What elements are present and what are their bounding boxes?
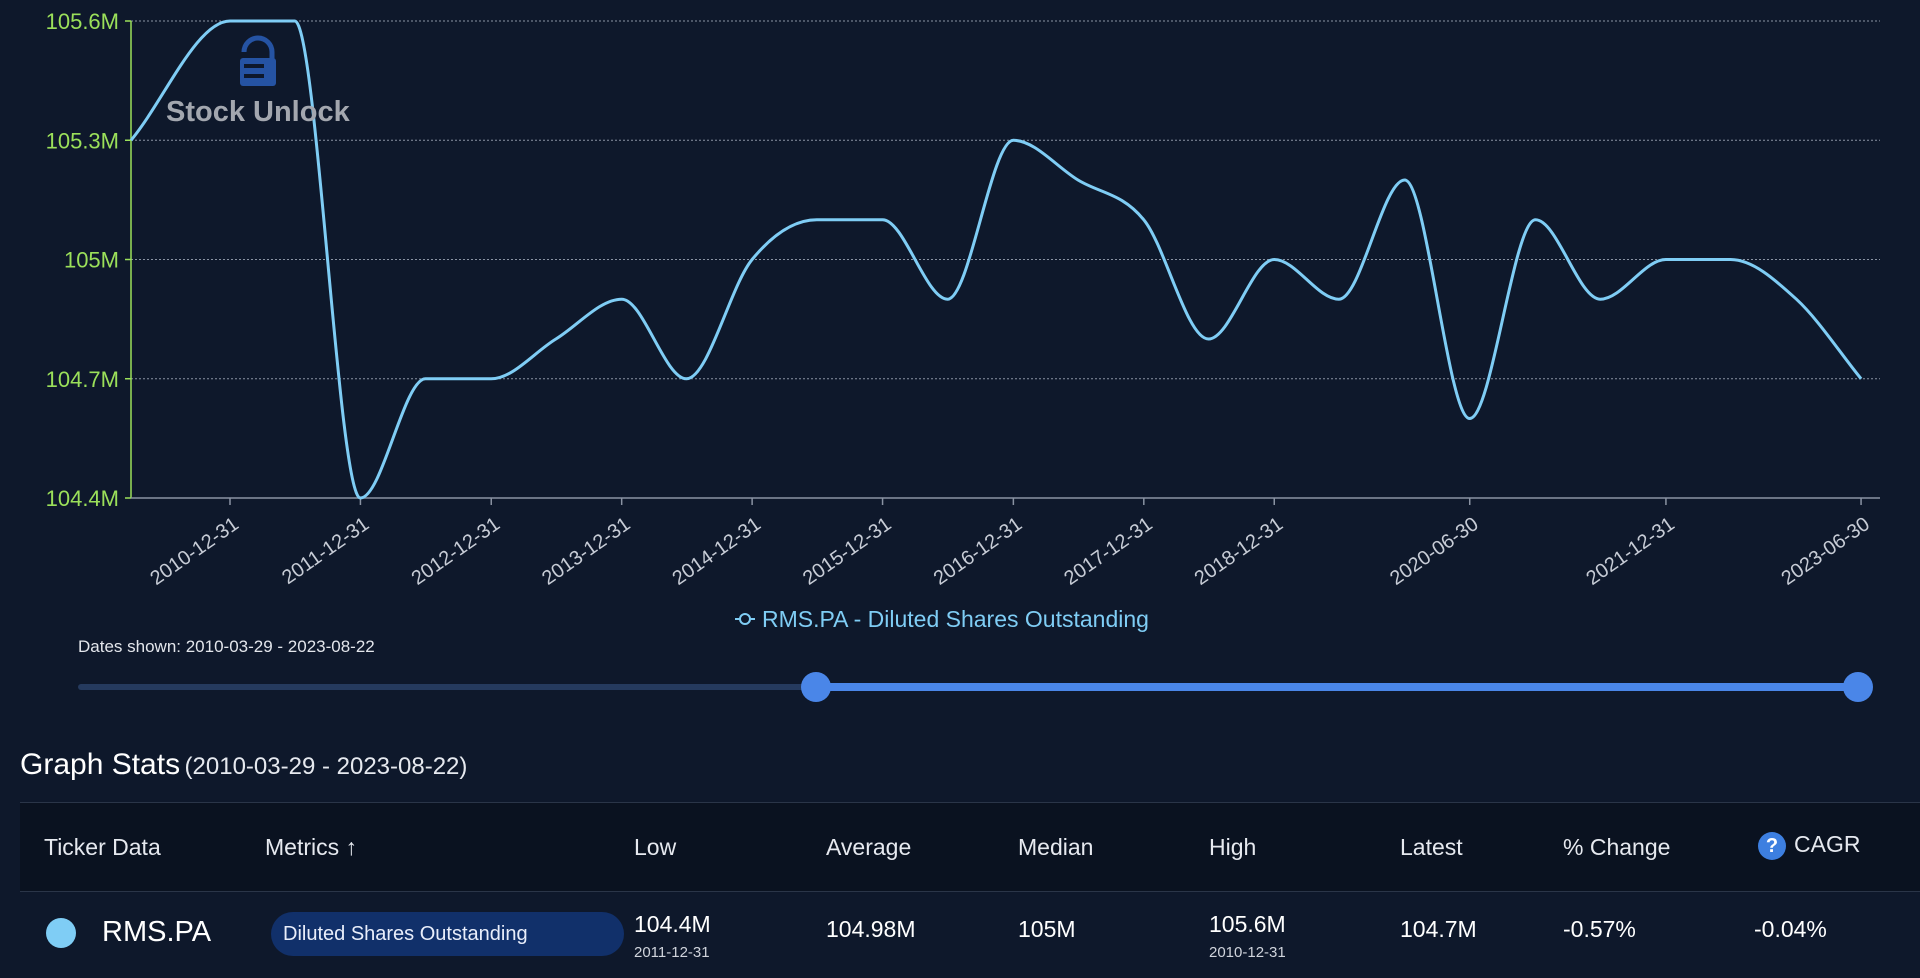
header-cagr-label: CAGR [1794,831,1861,857]
x-tick-label: 2023-06-30 [1777,513,1873,590]
header-change[interactable]: % Change [1563,834,1671,860]
y-tick-label: 104.7M [46,367,119,392]
header-latest[interactable]: Latest [1400,834,1463,860]
graph-stats-title: Graph Stats (2010-03-29 - 2023-08-22) [20,748,467,782]
gridlines [131,20,1880,380]
header-median[interactable]: Median [1018,834,1094,860]
x-tick-label: 2011-12-31 [278,513,373,589]
y-tick-label: 105.3M [46,128,119,153]
legend[interactable]: RMS.PA - Diluted Shares Outstanding [735,606,1149,632]
table-header: Ticker Data Metrics ↑ Low Average Median… [20,802,1920,892]
y-axis-ticks: 104.4M 104.7M 105M 105.3M 105.6M [46,9,131,511]
padlock-icon [240,35,276,86]
stats-date-range: (2010-03-29 - 2023-08-22) [184,753,468,780]
date-range-slider[interactable] [78,672,1873,702]
stats-table: Ticker Data Metrics ↑ Low Average Median… [20,802,1920,978]
header-metrics[interactable]: Metrics ↑ [265,834,357,860]
series-color-dot [46,918,76,948]
latest-value: 104.7M [1400,916,1477,942]
metric-badge[interactable]: Diluted Shares Outstanding [271,912,624,956]
x-tick-label: 2017-12-31 [1060,513,1156,590]
percent-change-value: -0.57% [1563,916,1636,942]
average-value: 104.98M [826,916,916,942]
y-tick-label: 104.4M [46,486,119,511]
header-high[interactable]: High [1209,834,1257,860]
stats-heading: Graph Stats [20,748,181,781]
axes [130,21,1880,499]
y-tick-label: 105M [64,248,119,273]
watermark-text: Stock Unlock [166,96,351,128]
x-tick-label: 2014-12-31 [669,513,765,590]
median-value: 105M [1018,916,1076,942]
series-line[interactable] [129,19,1863,500]
slider-start-handle[interactable] [801,672,831,702]
header-ticker-data[interactable]: Ticker Data [44,834,161,860]
header-average[interactable]: Average [826,834,912,860]
slider-selected-range[interactable] [816,683,1858,691]
high-date: 2010-12-31 [1209,944,1286,961]
x-tick-label: 2018-12-31 [1191,513,1287,590]
table-row: RMS.PA Diluted Shares Outstanding 104.4M… [20,892,1920,978]
ticker-symbol[interactable]: RMS.PA [102,916,212,948]
header-cagr[interactable]: ? CAGR [1758,831,1860,860]
x-tick-label: 2012-12-31 [408,513,504,590]
legend-label: RMS.PA - Diluted Shares Outstanding [762,606,1149,632]
y-tick-label: 105.6M [46,9,119,34]
low-value: 104.4M [634,911,711,937]
legend-marker [739,613,751,625]
x-tick-label: 2015-12-31 [799,513,895,590]
cagr-value: -0.04% [1754,916,1827,942]
slider-end-handle[interactable] [1843,672,1873,702]
x-tick-label: 2020-06-30 [1386,513,1482,590]
help-icon[interactable]: ? [1758,831,1786,860]
x-tick-label: 2016-12-31 [930,513,1026,590]
watermark: Stock Unlock [166,35,351,128]
dates-shown-label: Dates shown: 2010-03-29 - 2023-08-22 [78,637,375,656]
low-date: 2011-12-31 [634,944,710,961]
x-axis-ticks: 2010-12-31 2011-12-31 2012-12-31 2013-12-31… [146,498,1874,590]
x-tick-label: 2010-12-31 [146,513,242,590]
header-low[interactable]: Low [634,834,677,860]
x-tick-label: 2021-12-31 [1582,513,1678,590]
x-tick-label: 2013-12-31 [538,513,634,590]
high-value: 105.6M [1209,911,1286,937]
